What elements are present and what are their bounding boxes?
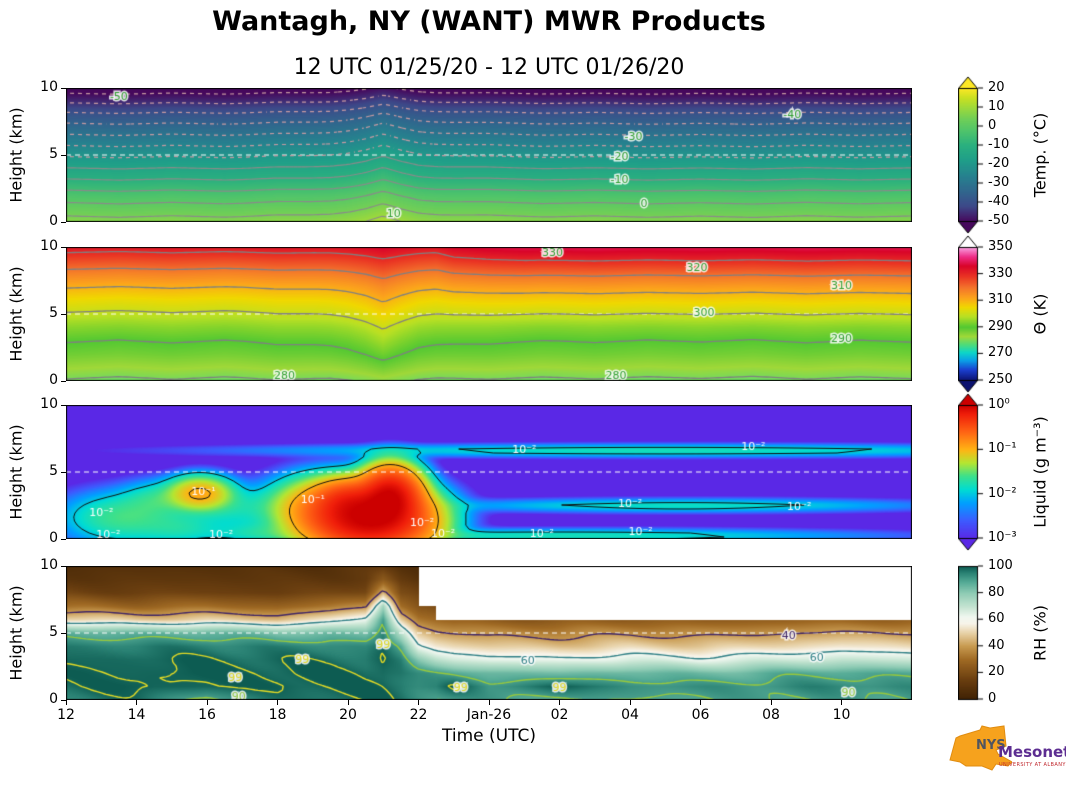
y-axis-tick-label: 5 [49,463,58,479]
x-axis-tick-label: 06 [691,707,710,723]
page-title: Wantagh, NY (WANT) MWR Products [212,6,766,37]
logo-text-university: UNIVERSITY AT ALBANY [999,762,1066,768]
temperature-heatmap [66,88,912,222]
y-axis-tick-label: 0 [49,530,58,546]
colorbar-tick-label: 0 [988,691,997,706]
axis-tick-mark [559,700,560,705]
axis-tick-mark [61,404,66,406]
y-axis-tick-label: 5 [49,146,58,162]
colorbar-tick-label: 80 [988,584,1005,600]
colorbar-tick-label: 350 [988,239,1013,254]
y-axis-tick-label: 10 [40,396,58,412]
y-axis-tick-label: 0 [49,691,58,707]
colorbar-tick-label: -40 [988,194,1010,209]
axis-tick-mark [61,632,66,634]
x-axis-tick-label: 18 [268,707,287,723]
x-axis-tick-label: 10 [832,707,851,723]
colorbar-tick-label: 20 [988,664,1005,680]
colorbar-tick-label: -20 [988,156,1010,171]
logo-text-mesonet: Mesonet [998,743,1066,761]
axis-tick-mark [629,700,631,705]
colorbar-label-temperature: Temp. (°C) [1030,112,1050,198]
logo-text-nys: NYS [976,738,1006,753]
xaxis-label: Time (UTC) [442,726,536,746]
y-axis-tick-label: 10 [40,238,58,254]
colorbar-label-theta: Θ (K) [1030,293,1050,335]
subtitle-date-range: 12 UTC 01/25/20 - 12 UTC 01/26/20 [293,55,685,80]
colorbar-tick-label: -30 [988,175,1010,190]
colorbar-tick-label: 20 [988,80,1005,95]
colorbar-tick-label: 10⁻² [988,485,1017,501]
axis-tick-mark [61,471,66,473]
axis-tick-mark [418,700,419,705]
colorbar-label-rh: RH (%) [1030,605,1050,661]
ylabel-temperature: Height (km) [6,107,26,203]
axis-tick-mark [61,538,66,540]
rh-colorbar [958,553,988,713]
rh-heatmap [66,566,912,700]
colorbar-tick-label: 10⁰ [988,397,1010,412]
ylabel-liquid: Height (km) [6,424,26,520]
colorbar-tick-label: 10 [988,99,1005,114]
colorbar-tick-label: 60 [988,611,1005,627]
y-axis-tick-label: 10 [40,79,58,95]
axis-tick-mark [65,700,67,705]
x-axis-tick-label: 12 [57,707,75,723]
colorbar-tick-label: 100 [988,558,1013,573]
x-axis-tick-label: 20 [339,707,357,723]
colorbar-tick-label: 310 [988,292,1013,308]
axis-tick-mark [277,700,278,705]
axis-tick-mark [61,313,66,315]
y-axis-tick-label: 5 [49,305,58,321]
y-axis-tick-label: 0 [49,213,58,229]
colorbar-tick-label: 10⁻¹ [988,441,1017,457]
liquid-colorbar [958,392,988,552]
axis-tick-mark [61,154,66,156]
colorbar-tick-label: 0 [988,118,997,133]
x-axis-tick-label: 22 [409,707,428,723]
axis-tick-mark [347,700,349,705]
y-axis-tick-label: 5 [49,624,58,640]
colorbar-tick-label: 290 [988,318,1013,334]
colorbar-tick-label: 270 [988,345,1013,361]
x-axis-tick-label: 14 [127,707,146,723]
potential-temperature-heatmap [66,247,912,381]
colorbar-tick-label: 250 [988,372,1013,387]
x-axis-tick-label: 16 [198,707,216,723]
x-axis-tick-label: 04 [621,707,639,723]
x-axis-tick-label: 02 [550,707,569,723]
axis-tick-mark [61,565,66,567]
axis-tick-mark [61,380,66,382]
y-axis-tick-label: 0 [49,372,58,388]
axis-tick-mark [770,700,772,705]
axis-tick-mark [61,699,66,701]
ylabel-theta: Height (km) [6,266,26,362]
axis-tick-mark [61,221,66,223]
axis-tick-mark [700,700,701,705]
y-axis-tick-label: 10 [40,557,58,573]
nys-mesonet-logo: NYS Mesonet UNIVERSITY AT ALBANY [946,720,1066,800]
axis-tick-mark [61,246,66,248]
colorbar-tick-label: -10 [988,137,1010,152]
axis-tick-mark [488,700,490,705]
axis-tick-mark [841,700,842,705]
colorbar-tick-label: 40 [988,637,1005,653]
axis-tick-mark [136,700,137,705]
x-axis-tick-label: Jan-26 [466,707,512,723]
colorbar-tick-label: -50 [988,213,1010,228]
colorbar-tick-label: 10⁻³ [988,530,1017,545]
ylabel-rh: Height (km) [6,585,26,681]
temperature-colorbar [958,75,988,235]
axis-tick-mark [61,87,66,89]
colorbar-label-liquid: Liquid (g m⁻³) [1030,416,1050,528]
x-axis-tick-label: 08 [762,707,780,723]
liquid-water-heatmap [66,405,912,539]
theta-colorbar [958,234,988,394]
axis-tick-mark [206,700,208,705]
nys-state-icon [949,725,1012,771]
colorbar-tick-label: 330 [988,265,1013,281]
